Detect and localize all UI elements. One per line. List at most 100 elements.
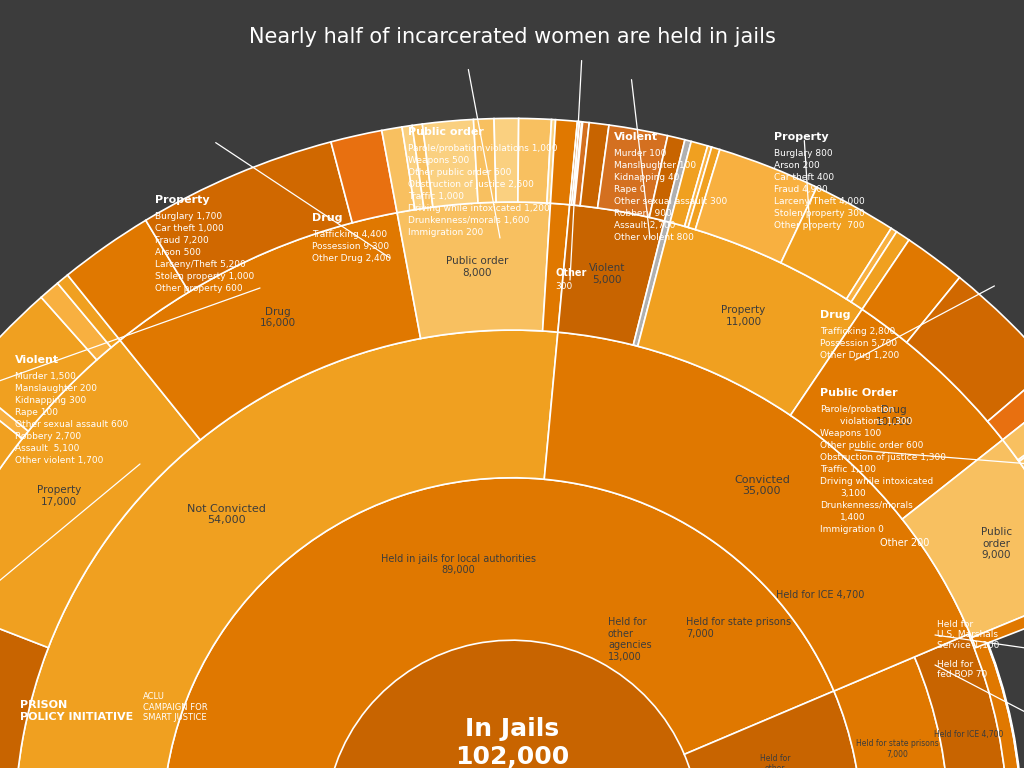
- Text: Public
order
9,000: Public order 9,000: [981, 527, 1012, 561]
- Text: Immigration 0: Immigration 0: [820, 525, 884, 534]
- Text: Driving while intoxicated: Driving while intoxicated: [820, 477, 933, 486]
- Text: Public Order: Public Order: [820, 388, 898, 398]
- Text: Kidnapping 40: Kidnapping 40: [614, 173, 679, 182]
- Text: Murder 100: Murder 100: [614, 149, 667, 158]
- Text: Held for state prisons
7,000: Held for state prisons 7,000: [856, 740, 939, 759]
- Wedge shape: [598, 125, 668, 217]
- Text: Not Convicted
54,000: Not Convicted 54,000: [187, 504, 266, 525]
- Text: Property: Property: [155, 195, 210, 205]
- Text: PRISON
POLICY INITIATIVE: PRISON POLICY INITIATIVE: [20, 700, 134, 722]
- Wedge shape: [14, 330, 558, 768]
- Wedge shape: [847, 228, 897, 302]
- Wedge shape: [914, 634, 1008, 768]
- Text: Burglary 800: Burglary 800: [774, 149, 833, 158]
- Wedge shape: [684, 691, 861, 768]
- Wedge shape: [473, 118, 497, 203]
- Wedge shape: [571, 121, 582, 205]
- Wedge shape: [834, 657, 949, 768]
- Text: Held in jails for local authorities
89,000: Held in jails for local authorities 89,0…: [381, 554, 537, 575]
- Wedge shape: [547, 120, 556, 204]
- Text: Larceny/Theft 4,000: Larceny/Theft 4,000: [774, 197, 864, 206]
- Text: Other sexual assault 600: Other sexual assault 600: [15, 420, 128, 429]
- Text: Drunkenness/morals 1,600: Drunkenness/morals 1,600: [408, 216, 529, 225]
- Text: Other Drug 2,400: Other Drug 2,400: [312, 254, 391, 263]
- Text: Driving while intoxicated 1,200: Driving while intoxicated 1,200: [408, 204, 550, 213]
- Text: Arson 500: Arson 500: [155, 248, 201, 257]
- Text: Trafficking 2,800: Trafficking 2,800: [820, 327, 895, 336]
- Text: Larceny/Theft 5,200: Larceny/Theft 5,200: [155, 260, 246, 269]
- Text: Possession 9,300: Possession 9,300: [312, 242, 389, 251]
- Text: Weapons 100: Weapons 100: [820, 429, 882, 438]
- Wedge shape: [573, 122, 583, 205]
- Text: 1,400: 1,400: [840, 513, 865, 522]
- Wedge shape: [0, 601, 48, 768]
- Wedge shape: [791, 310, 1002, 519]
- Wedge shape: [331, 131, 397, 223]
- Text: Other 200: Other 200: [880, 538, 930, 548]
- Text: Rape 100: Rape 100: [15, 408, 58, 417]
- Wedge shape: [494, 118, 519, 202]
- Text: Assault  5,100: Assault 5,100: [15, 444, 80, 453]
- Text: Weapons 500: Weapons 500: [408, 156, 469, 165]
- Wedge shape: [382, 127, 415, 213]
- Wedge shape: [969, 629, 1022, 768]
- Wedge shape: [1018, 411, 1024, 462]
- Wedge shape: [902, 440, 1024, 637]
- Wedge shape: [412, 124, 433, 208]
- Wedge shape: [574, 122, 589, 206]
- Text: Other public order 600: Other public order 600: [820, 441, 924, 450]
- Wedge shape: [981, 628, 1022, 768]
- Text: Drug
16,000: Drug 16,000: [259, 306, 296, 328]
- Wedge shape: [638, 223, 862, 415]
- Text: Murder 1,500: Murder 1,500: [15, 372, 76, 381]
- Text: Property: Property: [774, 132, 828, 142]
- Text: Property
11,000: Property 11,000: [721, 305, 766, 326]
- Text: Other sexual assault 300: Other sexual assault 300: [614, 197, 727, 206]
- Text: Property
17,000: Property 17,000: [37, 485, 81, 507]
- Wedge shape: [987, 367, 1024, 440]
- Text: Drug: Drug: [312, 213, 342, 223]
- Text: Kidnapping 300: Kidnapping 300: [15, 396, 86, 405]
- Text: Violent: Violent: [15, 355, 59, 365]
- Text: Drug
10,000: Drug 10,000: [876, 406, 912, 427]
- Text: 300: 300: [555, 282, 572, 291]
- Wedge shape: [685, 146, 712, 227]
- Wedge shape: [402, 125, 424, 210]
- Text: Held for
other
agencies
13,000: Held for other agencies 13,000: [758, 754, 792, 768]
- Text: Other property 600: Other property 600: [155, 284, 243, 293]
- Wedge shape: [649, 136, 685, 221]
- Wedge shape: [120, 213, 421, 440]
- Wedge shape: [551, 120, 578, 205]
- Wedge shape: [569, 121, 580, 205]
- Text: Other violent 800: Other violent 800: [614, 233, 694, 242]
- Wedge shape: [518, 118, 552, 203]
- Text: Violent
5,000: Violent 5,000: [589, 263, 625, 285]
- Text: Possession 5,700: Possession 5,700: [820, 339, 897, 348]
- Wedge shape: [0, 386, 23, 554]
- Wedge shape: [0, 340, 201, 647]
- Text: Obstruction of justice 2,500: Obstruction of justice 2,500: [408, 180, 534, 189]
- Text: Other violent 1,700: Other violent 1,700: [15, 456, 103, 465]
- Wedge shape: [544, 333, 970, 691]
- Wedge shape: [145, 142, 352, 292]
- Wedge shape: [68, 220, 189, 340]
- Text: Burglary 1,700: Burglary 1,700: [155, 212, 222, 221]
- Text: In Jails
102,000: In Jails 102,000: [455, 717, 569, 768]
- Text: Held for
other
agencies
13,000: Held for other agencies 13,000: [608, 617, 651, 662]
- Wedge shape: [851, 232, 909, 310]
- Text: Traffic 1,100: Traffic 1,100: [820, 465, 876, 474]
- Wedge shape: [57, 275, 120, 347]
- Text: Fraud 4,900: Fraud 4,900: [774, 185, 827, 194]
- Text: Held for state prisons
7,000: Held for state prisons 7,000: [686, 617, 792, 639]
- Text: Car theft 1,000: Car theft 1,000: [155, 224, 224, 233]
- Wedge shape: [325, 641, 699, 768]
- Text: Convicted
35,000: Convicted 35,000: [734, 475, 790, 496]
- Text: Held for ICE 4,700: Held for ICE 4,700: [934, 730, 1004, 739]
- Text: ACLU
CAMPAIGN FOR
SMART JUSTICE: ACLU CAMPAIGN FOR SMART JUSTICE: [143, 692, 208, 722]
- Text: Assault 2,700: Assault 2,700: [614, 221, 676, 230]
- Wedge shape: [397, 202, 551, 339]
- Text: Public order
8,000: Public order 8,000: [446, 257, 509, 278]
- Wedge shape: [558, 205, 665, 345]
- Text: Arson 200: Arson 200: [774, 161, 820, 170]
- Wedge shape: [633, 221, 670, 346]
